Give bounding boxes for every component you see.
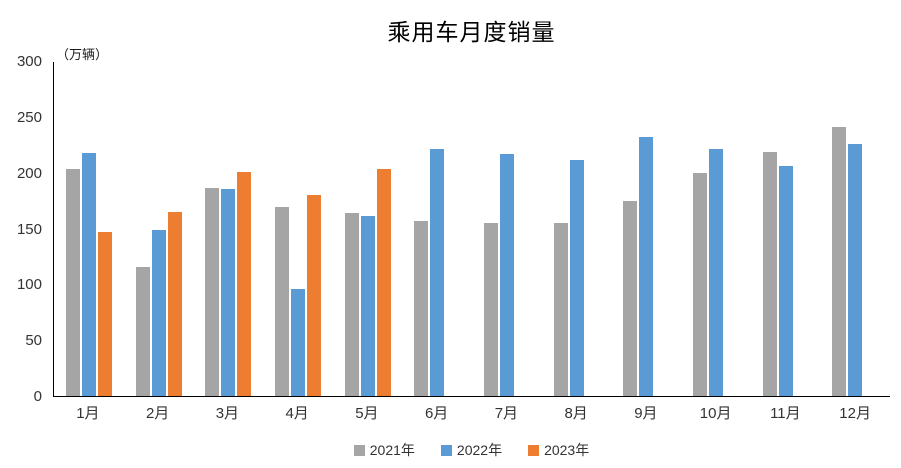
bar-2021-m7 [483,223,498,396]
plot-area [53,62,890,397]
y-tick-label: 150 [16,220,42,238]
bar-2021-m2 [135,266,150,396]
legend-swatch-icon [440,444,452,456]
bar-group-m6 [402,62,472,396]
legend: 2021年 2022年 2023年 [53,440,890,460]
bar-2021-m9 [623,201,638,396]
bar-group-m10 [681,62,751,396]
x-axis-label-m9: 9月 [634,405,658,422]
y-tick-label: 0 [33,388,42,405]
x-axis-label-m3: 3月 [215,405,240,422]
bar-2023-m5 [376,168,391,396]
bar-2022-m11 [778,165,793,396]
x-axis-label-m1: 1月 [76,405,100,422]
bar-2021-m11 [762,152,777,396]
legend-swatch-icon [528,444,540,456]
x-axis-label-m12: 12月 [839,405,871,422]
y-tick-label: 250 [16,108,42,126]
y-tick-label: 50 [25,332,42,350]
bar-2021-m6 [414,221,429,396]
x-axis-label-m11: 11月 [770,405,801,422]
bar-group-m1 [54,62,124,396]
bar-2023-m3 [237,172,252,396]
y-tick-label: 100 [16,276,42,294]
x-axis-label-m4: 4月 [285,405,309,422]
bar-2022-m2 [151,230,166,396]
y-axis-tick-labels: 0 50 100 150 200 250 300 [0,53,46,405]
x-axis-label-m6: 6月 [424,405,449,422]
legend-label: 2021年 [369,442,415,458]
bar-2022-m10 [708,148,723,396]
bar-2022-m8 [569,159,584,396]
bar-group-m12 [820,62,890,396]
bar-2021-m1 [65,168,80,396]
bar-group-m11 [751,62,821,396]
x-axis-label-m7: 7月 [494,405,519,422]
x-axis-label-m2: 2月 [145,405,170,422]
bar-2023-m2 [167,212,182,396]
bar-group-m4 [263,62,333,396]
bar-2022-m9 [639,136,654,396]
x-axis-label-m8: 8月 [564,405,588,422]
x-axis-label-m5: 5月 [355,405,379,422]
bar-2022-m3 [221,188,236,396]
y-axis-unit-label: （万辆） [56,47,109,62]
legend-item-2021: 2021年 [353,440,415,460]
legend-label: 2023年 [544,442,590,458]
bar-2022-m7 [499,154,514,396]
bar-2021-m4 [274,206,289,396]
bar-2022-m6 [430,148,445,396]
bar-2021-m3 [205,187,220,396]
x-axis-labels: 1月 2月 3月 4月 5月 6月 7月 8月 9月 10月 11月 12月 [53,402,890,423]
bar-2022-m12 [848,144,863,396]
bar-2022-m4 [290,289,305,396]
bar-2021-m8 [553,223,568,396]
legend-swatch-icon [353,444,365,456]
bar-2023-m1 [97,232,112,396]
bar-group-m7 [472,62,542,396]
bar-2023-m4 [306,194,321,396]
y-tick-label: 300 [16,53,42,70]
y-tick-label: 200 [16,164,42,182]
bar-group-m9 [611,62,681,396]
bar-group-m5 [333,62,403,396]
bar-group-m8 [542,62,612,396]
bar-2022-m5 [360,215,375,396]
bar-2021-m12 [832,126,847,396]
bar-2021-m5 [344,213,359,396]
bar-group-m3 [193,62,263,396]
bar-group-m2 [124,62,194,396]
chart-title: 乘用车月度销量 [387,20,556,45]
bars-area [54,62,890,396]
legend-item-2022: 2022年 [440,440,503,460]
legend-label: 2022年 [456,442,503,458]
bar-2022-m1 [81,153,96,396]
bar-2021-m10 [692,173,707,396]
x-axis-label-m10: 10月 [699,405,732,422]
legend-item-2023: 2023年 [528,440,589,460]
